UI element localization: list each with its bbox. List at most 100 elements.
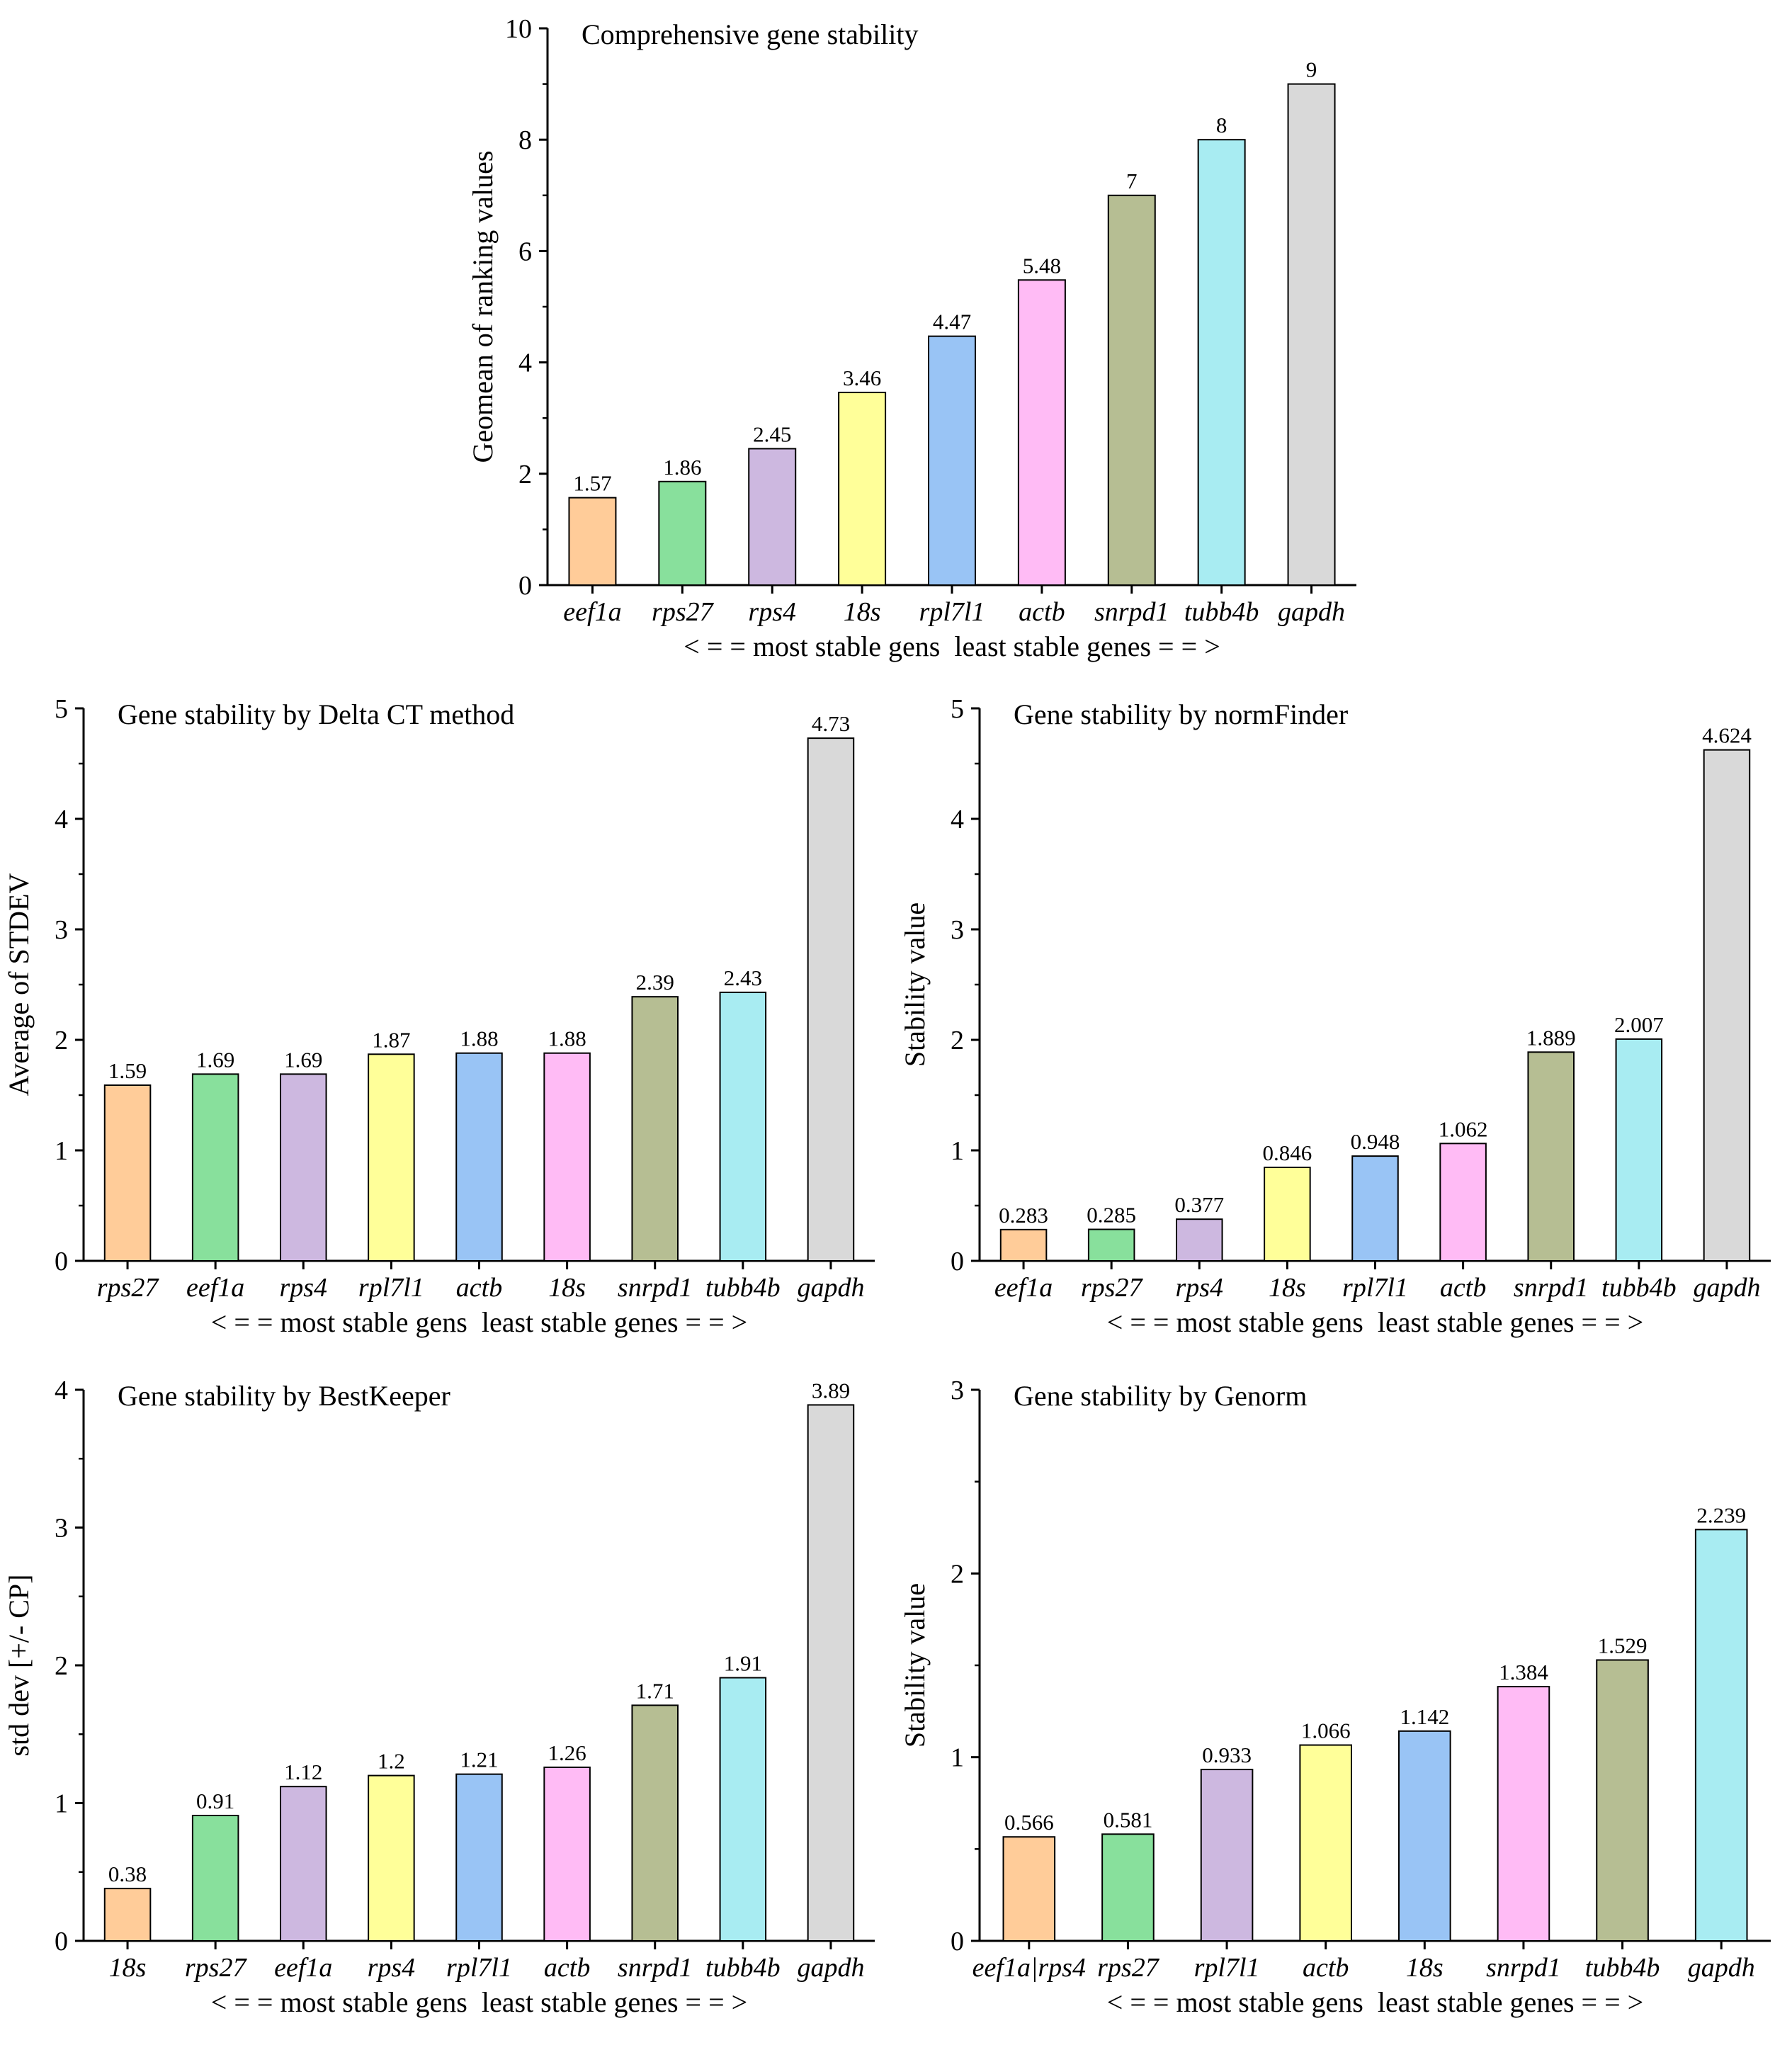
bar-18s bbox=[838, 392, 887, 586]
bar-18s bbox=[103, 1888, 152, 1942]
y-tick-label: 0 bbox=[951, 1927, 964, 1956]
y-tick-label: 10 bbox=[505, 14, 532, 44]
bar-actb bbox=[543, 1766, 591, 1942]
bar-value-label: 1.91 bbox=[724, 1651, 762, 1676]
bar-value-label: 4.624 bbox=[1702, 723, 1752, 748]
x-tick-label: eef1a bbox=[994, 1273, 1053, 1303]
bar-snrpd1 bbox=[631, 996, 679, 1262]
bar-tubb4b bbox=[1197, 139, 1246, 586]
bar-value-label: 1.71 bbox=[636, 1678, 674, 1703]
bar-value-label: 2.39 bbox=[636, 970, 674, 995]
x-tick-label: rpl7l1 bbox=[358, 1273, 424, 1303]
y-tick-label: 0 bbox=[951, 1247, 964, 1276]
x-tick-label: rpl7l1 bbox=[919, 597, 985, 627]
bar-value-label: 5.48 bbox=[1023, 253, 1061, 278]
bar-value-label: 1.21 bbox=[460, 1747, 498, 1772]
y-axis-label: Average of STDEV bbox=[3, 873, 35, 1097]
bar-value-label: 4.73 bbox=[812, 711, 850, 736]
x-axis-label: < = = most stable gens least stable gene… bbox=[1107, 1306, 1643, 1338]
bar-value-label: 1.87 bbox=[372, 1027, 410, 1052]
x-tick-label: rps27 bbox=[652, 597, 715, 627]
bar-tubb4b bbox=[719, 1677, 767, 1942]
chart-bestkeeper: 0 1 2 3 4 0.38 18s 0.91 rps27 1.12 eef1a 1.2 rps4 1.2… bbox=[3, 1376, 875, 2018]
chart-title: Gene stability by Genorm bbox=[1014, 1380, 1307, 1412]
bar-rpl7l1 bbox=[928, 335, 976, 586]
y-tick-label: 2 bbox=[55, 1026, 68, 1055]
bar-actb bbox=[1017, 279, 1066, 586]
x-tick-label: snrpd1 bbox=[618, 1953, 693, 1983]
bar-actb bbox=[1439, 1143, 1487, 1262]
bar-gapdh bbox=[807, 737, 855, 1262]
y-tick-label: 1 bbox=[55, 1789, 68, 1819]
bar-value-label: 1.57 bbox=[573, 471, 611, 496]
bar-eef1a-rps4 bbox=[1002, 1836, 1056, 1942]
x-tick-label: tubb4b bbox=[1184, 597, 1259, 627]
bar-rpl7l1 bbox=[1200, 1769, 1254, 1942]
x-tick-label: eef1a bbox=[186, 1273, 244, 1303]
x-tick-label: actb bbox=[1440, 1273, 1486, 1303]
x-tick-label: snrpd1 bbox=[1514, 1273, 1589, 1303]
x-tick-label: actb bbox=[1303, 1953, 1349, 1983]
bar-value-label: 4.47 bbox=[933, 310, 971, 334]
y-tick-label: 2 bbox=[55, 1651, 68, 1681]
bar-value-label: 1.12 bbox=[284, 1760, 322, 1784]
bar-rpl7l1 bbox=[368, 1053, 415, 1262]
x-tick-label: 18s bbox=[844, 597, 881, 627]
y-tick-label: 3 bbox=[951, 1376, 964, 1405]
x-tick-label: gapdh bbox=[797, 1273, 864, 1303]
x-tick-label: gapdh bbox=[1688, 1953, 1755, 1983]
x-tick-label: tubb4b bbox=[1601, 1273, 1677, 1303]
bar-18s bbox=[543, 1052, 591, 1262]
x-tick-label: gapdh bbox=[797, 1953, 864, 1983]
bar-value-label: 0.283 bbox=[999, 1203, 1048, 1228]
x-tick-label: rps4 bbox=[279, 1273, 327, 1303]
chart-delta-ct: 0 1 2 3 4 5 1.59 rps27 1.69 eef1a 1.69 rps4 1.87 rpl7… bbox=[3, 694, 875, 1338]
bar-eef1a bbox=[191, 1073, 239, 1262]
bar-rps4 bbox=[368, 1774, 415, 1942]
bar-rps4 bbox=[280, 1073, 327, 1262]
chart-title: Gene stability by Delta CT method bbox=[118, 698, 514, 730]
bar-rps27 bbox=[103, 1084, 152, 1262]
x-tick-label: eef1a|rps4 bbox=[972, 1953, 1086, 1983]
x-tick-label: 18s bbox=[1406, 1953, 1444, 1983]
x-tick-label: rpl7l1 bbox=[1342, 1273, 1408, 1303]
x-tick-label: gapdh bbox=[1693, 1273, 1760, 1303]
y-tick-label: 0 bbox=[518, 571, 532, 601]
bar-value-label: 1.529 bbox=[1598, 1633, 1648, 1658]
bar-value-label: 2.43 bbox=[724, 965, 762, 990]
chart-normfinder: 0 1 2 3 4 5 0.283 eef1a 0.285 rps27 0.377 rps4 0.846… bbox=[899, 694, 1771, 1338]
bar-tubb4b bbox=[1596, 1659, 1649, 1942]
y-tick-label: 2 bbox=[951, 1026, 964, 1055]
bar-eef1a bbox=[568, 497, 617, 587]
y-tick-label: 4 bbox=[518, 349, 532, 378]
bar-eef1a bbox=[280, 1786, 327, 1942]
x-tick-label: 18s bbox=[548, 1273, 586, 1303]
bar-value-label: 1.59 bbox=[108, 1058, 147, 1083]
y-tick-label: 6 bbox=[518, 237, 532, 266]
y-tick-label: 1 bbox=[55, 1136, 68, 1166]
bar-rps27 bbox=[191, 1815, 239, 1942]
y-tick-label: 8 bbox=[518, 125, 532, 155]
chart-title: Gene stability by normFinder bbox=[1014, 698, 1348, 730]
bar-value-label: 0.38 bbox=[108, 1862, 147, 1886]
bar-value-label: 2.007 bbox=[1614, 1012, 1664, 1037]
bar-rps27 bbox=[658, 480, 707, 587]
bar-value-label: 1.2 bbox=[378, 1749, 405, 1774]
x-tick-label: rpl7l1 bbox=[1194, 1953, 1260, 1983]
x-axis-label: < = = most stable gens least stable gene… bbox=[211, 1986, 747, 2018]
bar-value-label: 0.581 bbox=[1104, 1807, 1153, 1832]
bar-tubb4b bbox=[1615, 1038, 1663, 1262]
bar-value-label: 1.384 bbox=[1499, 1660, 1548, 1684]
y-tick-label: 4 bbox=[55, 1376, 68, 1405]
y-tick-label: 3 bbox=[55, 1514, 68, 1543]
bar-value-label: 1.889 bbox=[1526, 1025, 1576, 1050]
y-axis-label: Geomean of ranking values bbox=[467, 151, 499, 463]
bar-value-label: 1.86 bbox=[663, 455, 701, 480]
y-tick-label: 4 bbox=[951, 805, 964, 834]
x-tick-label: eef1a bbox=[563, 597, 621, 627]
x-tick-label: tubb4b bbox=[705, 1273, 781, 1303]
x-tick-label: rps27 bbox=[97, 1273, 160, 1303]
y-tick-label: 3 bbox=[55, 915, 68, 945]
bar-tubb4b bbox=[719, 991, 767, 1262]
y-axis-label: Stability value bbox=[899, 1583, 931, 1747]
